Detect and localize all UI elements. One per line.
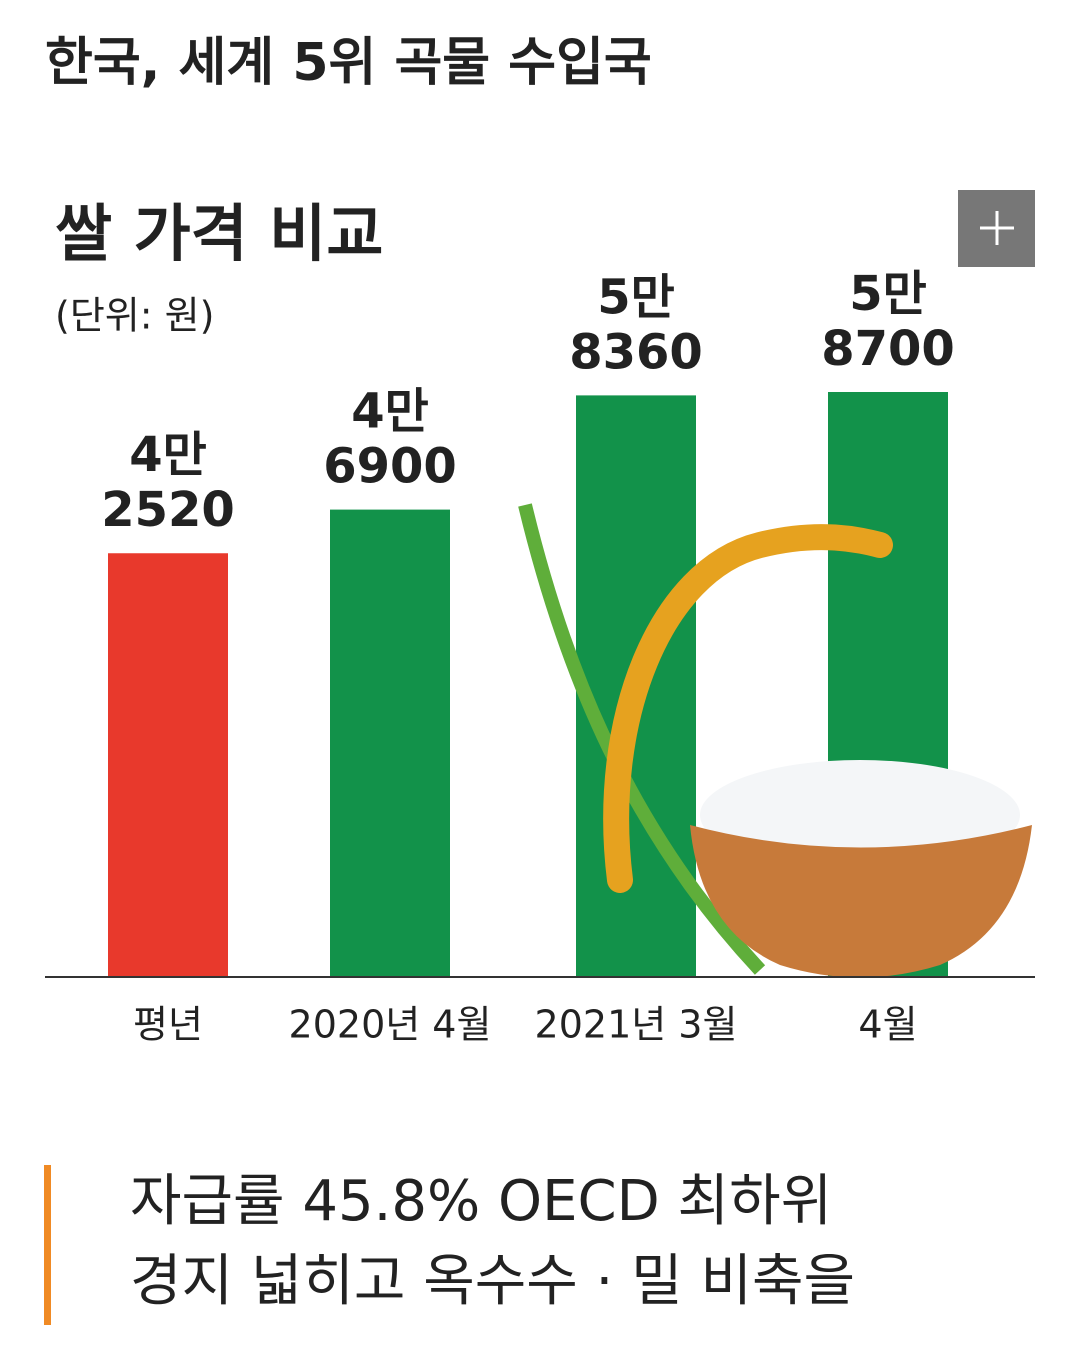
value-label: 8360: [569, 324, 703, 380]
value-label: 6900: [323, 439, 457, 495]
value-label: 8700: [821, 321, 955, 377]
value-label: 4만: [351, 384, 429, 440]
value-label: 4만: [129, 427, 207, 483]
accent-bar: [44, 1165, 51, 1325]
headline: 한국, 세계 5위 곡물 수입국: [45, 33, 652, 93]
rice-illustration: [518, 503, 1032, 978]
bowl: [690, 825, 1032, 978]
subheading-line: 경지 넓히고 옥수수 · 밀 비축을: [130, 1249, 855, 1314]
category-label: 평년: [133, 1003, 203, 1047]
subheading-line: 자급률 45.8% OECD 최하위: [130, 1169, 832, 1234]
expand-button[interactable]: [958, 190, 1035, 267]
value-label: 2520: [101, 482, 235, 538]
bar: [330, 509, 450, 977]
chart-title: 쌀 가격 비교: [55, 197, 383, 270]
unit-label: (단위: 원): [55, 294, 214, 338]
category-label: 2021년 3월: [535, 1003, 738, 1047]
category-labels: 평년 2020년 4월 2021년 3월 4월: [133, 1003, 918, 1047]
category-label: 4월: [858, 1003, 917, 1047]
stalk: [518, 503, 766, 975]
value-label: 5만: [849, 266, 927, 322]
grain-ear: [603, 524, 893, 893]
bar: [108, 553, 228, 977]
value-label: 5만: [597, 269, 675, 325]
category-label: 2020년 4월: [289, 1003, 492, 1047]
